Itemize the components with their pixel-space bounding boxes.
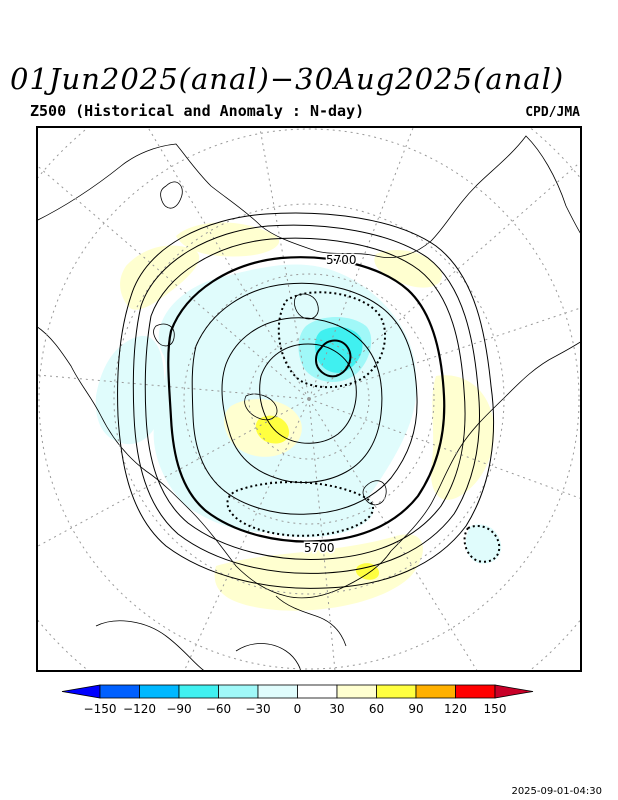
anomaly-moderate-positive <box>255 415 290 444</box>
colorbar-max-arrow <box>494 684 534 699</box>
colorbar-tick-label: 30 <box>329 702 344 716</box>
colorbar-swatch <box>139 684 180 699</box>
colorbar-tick-label: −60 <box>206 702 231 716</box>
coastlines <box>36 135 582 672</box>
colorbar-swatches <box>61 684 534 699</box>
colorbar-swatch <box>376 684 417 699</box>
colorbar-swatch <box>257 684 298 699</box>
colorbar-ticks: −150 −120 −90 −60 −30 0 30 60 90 120 150 <box>84 702 507 716</box>
latlon-grid <box>36 126 582 672</box>
contour-label: 5700 <box>326 253 357 267</box>
colorbar-tick-label: −90 <box>166 702 191 716</box>
contour-label: 5700 <box>304 541 335 555</box>
colorbar-tick-label: −30 <box>245 702 270 716</box>
colorbar-tick-label: 60 <box>369 702 384 716</box>
anomaly-negative-region <box>465 524 502 564</box>
timestamp-label: 2025-09-01-04:30 <box>511 786 602 797</box>
anomaly-positive-region <box>431 375 495 500</box>
colorbar-swatch <box>99 684 140 699</box>
anomaly-positive-region <box>120 245 200 310</box>
page-title: 01Jun2025(anal)−30Aug2025(anal) <box>10 62 565 96</box>
colorbar-swatch <box>218 684 259 699</box>
colorbar-tick-label: 120 <box>444 702 467 716</box>
colorbar-min-arrow <box>61 684 101 699</box>
colorbar-swatch <box>178 684 219 699</box>
map-frame <box>36 126 582 672</box>
anomaly-negative-region <box>224 477 374 538</box>
colorbar-tick-label: −150 <box>84 702 117 716</box>
colorbar-tick-label: −120 <box>123 702 156 716</box>
colorbar-swatch <box>297 684 338 699</box>
colorbar-tick-label: 90 <box>408 702 423 716</box>
colorbar-tick-label: 0 <box>294 702 302 716</box>
anomaly-positive-region <box>176 222 280 257</box>
anomaly-zero-contours <box>226 291 501 563</box>
colorbar: −150 −120 −90 −60 −30 0 30 60 90 120 150 <box>61 684 534 716</box>
colorbar-swatch <box>415 684 456 699</box>
colorbar-swatch <box>455 684 496 699</box>
chart-subtitle: Z500 (Historical and Anomaly : N-day) <box>30 102 365 120</box>
height-contours <box>117 212 495 589</box>
colorbar-tick-label: 150 <box>484 702 507 716</box>
anomaly-negative-region <box>95 335 165 445</box>
anomaly-positive-region <box>214 534 423 611</box>
polar-map: 5700 5700 <box>36 126 582 672</box>
credit-label: CPD/JMA <box>525 105 580 120</box>
anomaly-moderate-positive <box>355 563 380 580</box>
colorbar-swatch <box>336 684 377 699</box>
